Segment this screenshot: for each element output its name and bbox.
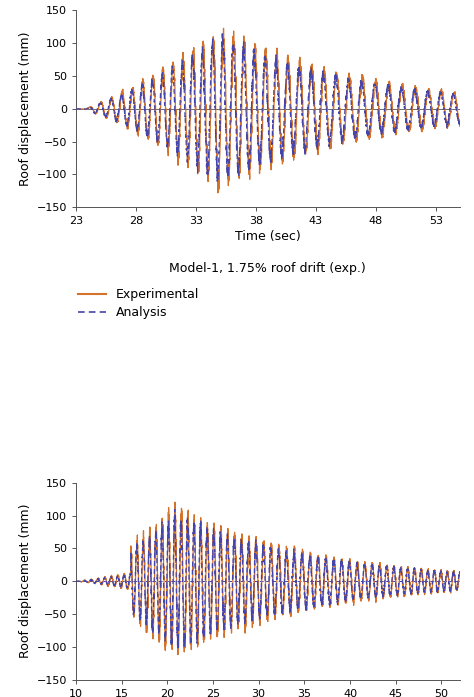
Y-axis label: Roof displacement (mm): Roof displacement (mm): [19, 31, 32, 186]
X-axis label: Time (sec): Time (sec): [235, 231, 301, 243]
Text: Model-1, 1.75% roof drift (exp.): Model-1, 1.75% roof drift (exp.): [169, 262, 366, 275]
Legend: Experimental, Analysis: Experimental, Analysis: [78, 289, 199, 319]
Y-axis label: Roof displacement (mm): Roof displacement (mm): [19, 504, 32, 659]
